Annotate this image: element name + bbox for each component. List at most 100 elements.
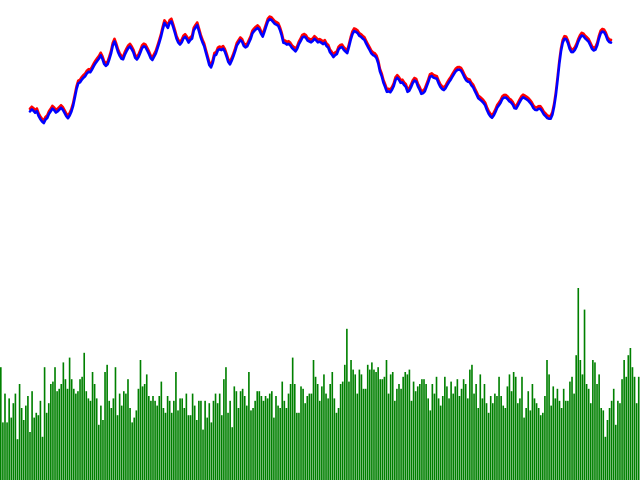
volume-bar	[135, 410, 138, 480]
volume-bar	[173, 400, 175, 480]
volume-bar	[177, 410, 179, 480]
volume-bar	[456, 379, 459, 480]
volume-bar	[564, 400, 567, 480]
volume-bar	[333, 398, 336, 480]
volume-bar	[398, 384, 400, 480]
volume-bar	[18, 384, 21, 480]
volume-bar	[285, 408, 288, 480]
volume-bar	[231, 427, 234, 480]
volume-bar	[27, 396, 29, 480]
volume-bar	[223, 379, 225, 480]
volume-bar	[139, 360, 142, 480]
volume-bar	[310, 393, 313, 480]
volume-bar	[237, 408, 240, 480]
volume-bar	[160, 381, 163, 480]
volume-bar	[64, 379, 67, 480]
volume-bar	[469, 369, 471, 480]
volume-bar	[419, 384, 421, 480]
volume-bar	[200, 400, 202, 480]
volume-bar	[519, 398, 521, 480]
volume-bar	[619, 403, 621, 480]
volume-bar	[127, 379, 129, 480]
volume-bar	[20, 408, 23, 480]
volume-bar	[243, 396, 246, 480]
volume-bar	[346, 328, 348, 480]
volume-bar	[408, 369, 411, 480]
volume-bar	[585, 384, 588, 480]
volume-bar	[312, 360, 315, 480]
volume-bar	[4, 393, 6, 480]
volume-bar	[483, 384, 486, 480]
volume-bar	[104, 372, 106, 480]
volume-bar	[433, 393, 436, 480]
volume-bar	[108, 400, 111, 480]
volume-bar	[8, 398, 10, 480]
volume-bar	[225, 367, 227, 480]
series-line-blue	[28, 17, 613, 125]
volume-bar	[429, 410, 432, 480]
volume-bar	[112, 398, 115, 480]
volume-bar	[125, 393, 127, 480]
volume-bar	[414, 391, 417, 480]
volume-bar	[400, 388, 402, 480]
volume-bar	[560, 408, 563, 480]
volume-bar	[85, 391, 88, 480]
volume-bar	[106, 364, 108, 480]
volume-bar	[29, 432, 31, 480]
volume-bar	[252, 408, 254, 480]
volume-bar	[45, 412, 48, 480]
price-line-panel	[28, 15, 613, 125]
volume-bar	[448, 398, 450, 480]
volume-bar	[279, 408, 281, 480]
volume-bar	[327, 398, 329, 480]
volume-bar	[431, 384, 434, 480]
volume-bar	[458, 396, 461, 480]
volume-bar	[50, 384, 52, 480]
volume-bar	[356, 393, 359, 480]
volume-bar	[377, 367, 379, 480]
volume-bar	[608, 408, 611, 480]
volume-bar	[348, 381, 350, 480]
volume-bar	[537, 408, 540, 480]
volume-bar	[47, 403, 50, 480]
volume-bar	[62, 362, 65, 480]
volume-bar	[156, 405, 158, 480]
volume-bar	[489, 396, 492, 480]
volume-bar	[581, 374, 584, 480]
volume-bar	[352, 369, 354, 480]
volume-bar	[166, 396, 169, 480]
volume-bar	[198, 400, 200, 480]
volume-bar	[533, 398, 536, 480]
volume-bar	[233, 386, 236, 480]
volume-bar	[554, 398, 557, 480]
volume-bar	[206, 417, 209, 480]
volume-bar	[258, 391, 261, 480]
volume-bar	[183, 408, 186, 480]
volume-bar	[435, 376, 438, 480]
volume-bar	[569, 381, 571, 480]
volume-bar	[521, 376, 523, 480]
volume-bar	[473, 393, 475, 480]
volume-bar	[289, 384, 292, 480]
volume-bar	[587, 388, 590, 480]
volume-bar	[494, 393, 496, 480]
volume-bar	[72, 388, 75, 480]
volume-bar	[425, 384, 427, 480]
volume-bar	[423, 379, 425, 480]
volume-bar	[389, 374, 392, 480]
volume-bar	[120, 405, 123, 480]
volume-bar	[596, 384, 598, 480]
volume-bar	[216, 403, 219, 480]
volume-bar	[502, 405, 505, 480]
volume-bar	[439, 405, 442, 480]
volume-bar	[208, 403, 211, 480]
volume-bar	[114, 367, 117, 480]
volume-bar	[416, 386, 419, 480]
volume-bar	[70, 379, 73, 480]
volume-bar	[331, 372, 334, 480]
volume-bar	[89, 400, 92, 480]
volume-bar	[66, 388, 69, 480]
volume-bar	[35, 412, 38, 480]
volume-bar	[362, 388, 365, 480]
volume-bar	[95, 398, 98, 480]
